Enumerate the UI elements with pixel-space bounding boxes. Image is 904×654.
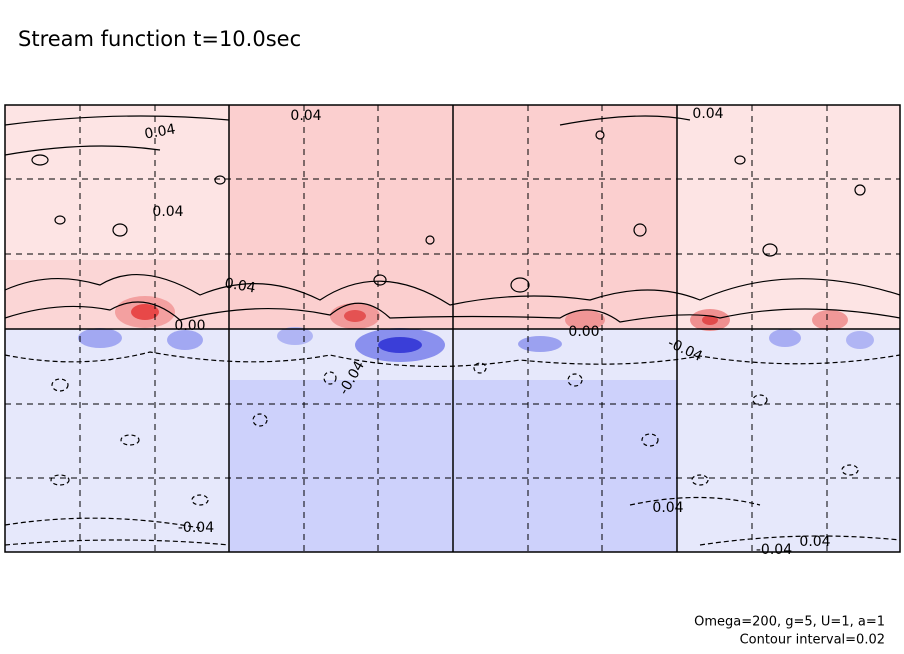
positive-peak [131,304,159,320]
negative-peak [167,330,203,350]
contour-label: 0.04 [692,106,723,122]
positive-peak [565,310,605,330]
positive-peak [344,310,366,322]
contour-line [4,496,901,546]
negative-peak [846,331,874,349]
negative-peak [78,328,122,348]
negative-peak [769,329,801,347]
contour-line [4,351,901,368]
contour-islands [50,362,859,506]
contour-islands [31,130,866,293]
contour-line [4,301,901,323]
annotation: Omega=200, g=5, U=1, a=1 [694,615,885,630]
contour-line [4,274,901,306]
contour-line [4,115,691,156]
contour-label: 0.00 [568,324,599,340]
negative-peak [378,337,422,353]
negative-peak [518,336,562,352]
positive-peak [702,315,718,325]
contour-label: 0.04 [152,204,183,220]
contour-label: 0.00 [174,318,205,334]
contour-label: 0.04 [290,108,321,124]
contour-label: 0.04 [143,121,177,142]
plot-frame [4,104,901,553]
contour-label: 0.04 [652,500,683,516]
contour-label: -0.04 [178,520,214,536]
contour-label: 0.04 [223,275,257,296]
grid [5,105,900,552]
annotation: Contour interval=0.02 [740,633,885,648]
contour-label: 0.04 [799,534,830,550]
contour-label: -0.04 [756,542,792,558]
chart-title: Stream function t=10.0sec [18,27,301,51]
positive-peak [812,310,848,330]
plot-area [4,104,901,553]
